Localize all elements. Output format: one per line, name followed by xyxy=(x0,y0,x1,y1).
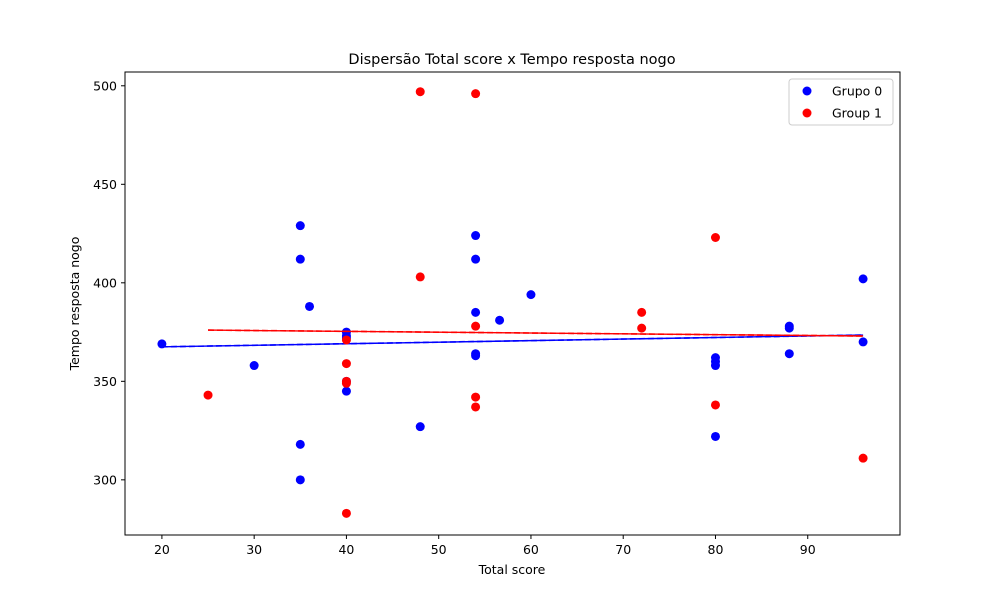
data-point xyxy=(471,254,481,264)
data-point xyxy=(203,390,213,400)
legend-box xyxy=(788,78,894,126)
data-point xyxy=(471,321,481,331)
x-tick-label: 30 xyxy=(246,542,262,557)
chart-title: Dispersão Total score x Tempo resposta n… xyxy=(348,52,675,68)
legend-label: Group 1 xyxy=(832,106,882,121)
data-point xyxy=(858,453,868,463)
data-point xyxy=(710,431,720,441)
data-point xyxy=(710,233,720,242)
plot-area xyxy=(157,87,868,518)
y-tick-label: 450 xyxy=(93,177,117,192)
data-point xyxy=(341,378,351,388)
y-tick-label: 350 xyxy=(93,374,117,389)
data-point xyxy=(858,337,868,347)
y-tick-label: 400 xyxy=(93,275,117,290)
trend-line xyxy=(208,329,864,337)
data-point xyxy=(415,422,425,432)
data-point xyxy=(637,323,647,333)
x-tick-label: 50 xyxy=(431,542,447,557)
legend: Grupo 0 Group 1 xyxy=(788,78,894,126)
data-point xyxy=(471,231,481,241)
data-point xyxy=(471,307,481,317)
x-tick-label: 60 xyxy=(523,542,539,557)
x-axis-label: Total score xyxy=(478,562,546,577)
legend-label: Grupo 0 xyxy=(832,84,882,99)
data-point xyxy=(341,386,351,396)
data-point xyxy=(710,361,720,371)
data-point xyxy=(471,392,481,402)
data-point xyxy=(415,87,425,97)
x-tick-label: 80 xyxy=(708,542,724,557)
axes: 20 30 40 50 60 70 80 90 300 350 400 450 500 xyxy=(93,71,901,557)
x-tick-label: 20 xyxy=(154,542,170,557)
y-axis-label: Tempo resposta nogo xyxy=(67,237,82,372)
data-point xyxy=(341,335,351,345)
series-1 xyxy=(203,87,868,518)
data-point xyxy=(710,400,720,410)
data-point xyxy=(637,307,647,317)
legend-marker xyxy=(802,86,812,96)
y-tick-label: 500 xyxy=(93,78,117,93)
data-point xyxy=(341,359,351,369)
data-point xyxy=(295,475,305,485)
data-point xyxy=(305,301,315,311)
y-tick-label: 300 xyxy=(93,472,117,487)
data-point xyxy=(495,315,505,325)
data-point xyxy=(471,351,481,361)
trend-line xyxy=(161,334,864,348)
data-point xyxy=(471,89,481,99)
data-point xyxy=(784,323,794,333)
data-point xyxy=(295,439,305,449)
x-tick-label: 40 xyxy=(338,542,354,557)
data-point xyxy=(526,290,536,300)
data-point xyxy=(249,361,259,371)
legend-marker xyxy=(802,108,812,118)
x-tick-label: 70 xyxy=(615,542,631,557)
data-point xyxy=(295,254,305,264)
data-point xyxy=(784,349,794,359)
axes-frame xyxy=(124,71,901,536)
data-point xyxy=(341,508,351,518)
series-0 xyxy=(157,221,868,485)
data-point xyxy=(415,272,425,282)
data-point xyxy=(858,274,868,284)
data-point xyxy=(471,402,481,412)
x-tick-label: 90 xyxy=(800,542,816,557)
data-point xyxy=(295,221,305,231)
